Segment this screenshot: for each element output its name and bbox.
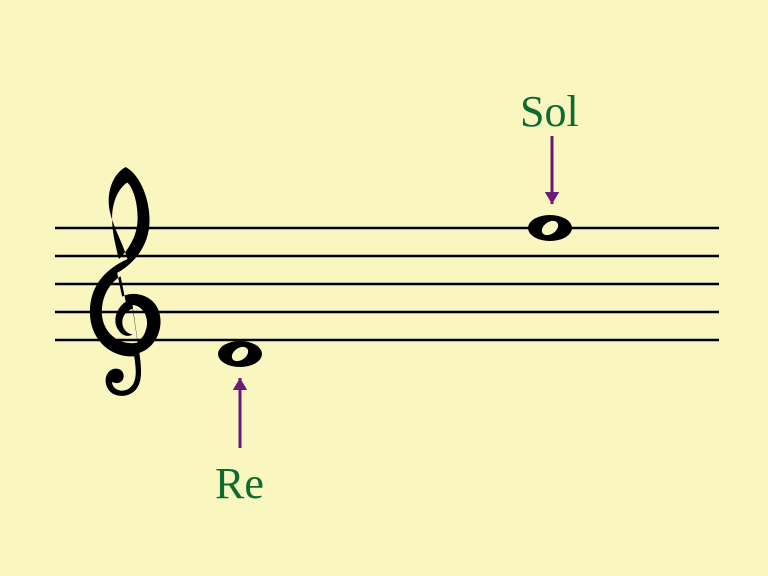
music-diagram: Re Sol bbox=[0, 0, 768, 576]
note-re bbox=[218, 341, 262, 367]
diagram-svg bbox=[0, 0, 768, 576]
treble-clef bbox=[90, 167, 161, 396]
arrow-head-re bbox=[233, 378, 247, 390]
note-sol bbox=[528, 215, 572, 241]
label-re: Re bbox=[215, 458, 264, 509]
label-sol: Sol bbox=[520, 86, 579, 137]
arrow-head-sol bbox=[545, 192, 559, 204]
